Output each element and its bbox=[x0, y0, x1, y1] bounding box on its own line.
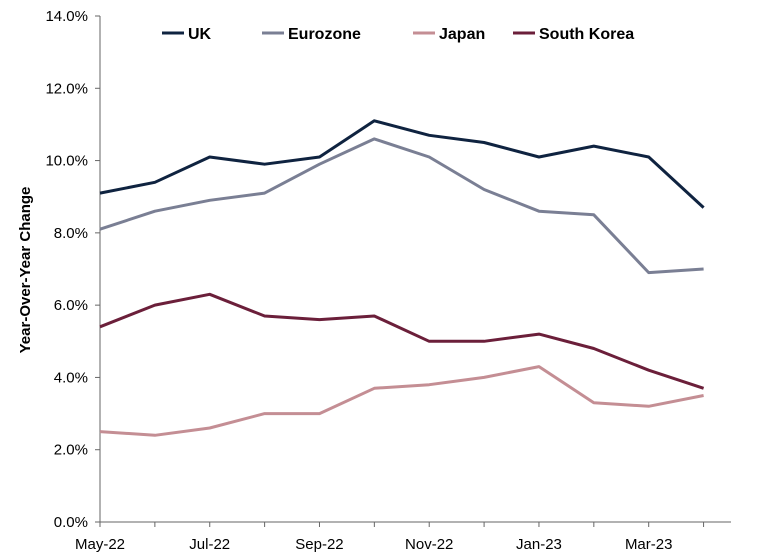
y-axis-title-group: Year-Over-Year Change bbox=[17, 187, 34, 354]
legend-label-eurozone: Eurozone bbox=[288, 26, 361, 43]
y-tick-label: 6.0% bbox=[54, 297, 88, 314]
y-axis-title: Year-Over-Year Change bbox=[17, 187, 34, 354]
x-tick-label: May-22 bbox=[75, 536, 125, 553]
legend-label-south-korea: South Korea bbox=[539, 26, 634, 43]
y-tick-label: 14.0% bbox=[45, 8, 88, 25]
y-tick-label: 10.0% bbox=[45, 153, 88, 170]
y-tick-label: 8.0% bbox=[54, 225, 88, 242]
legend: UK Eurozone Japan South Korea bbox=[162, 26, 634, 43]
series-line-japan bbox=[99, 365, 704, 437]
series-line-eurozone bbox=[99, 137, 704, 275]
x-tick-label: Sep-22 bbox=[295, 536, 343, 553]
x-tick-label: Jan-23 bbox=[516, 536, 562, 553]
series-line-south-korea bbox=[99, 292, 705, 390]
x-tick-label: Jul-22 bbox=[189, 536, 230, 553]
series-line-uk bbox=[99, 119, 705, 209]
axes: 0.0% 2.0% 4.0% 6.0% 8.0% 10.0% 12.0% 14.0% May-2… bbox=[45, 8, 731, 553]
y-tick-label: 0.0% bbox=[54, 514, 88, 531]
x-tick-label: Mar-23 bbox=[625, 536, 673, 553]
legend-label-uk: UK bbox=[188, 26, 212, 43]
y-tick-label: 4.0% bbox=[54, 369, 88, 386]
y-tick-label: 2.0% bbox=[54, 442, 88, 459]
series-lines bbox=[99, 119, 705, 437]
legend-label-japan: Japan bbox=[439, 26, 485, 43]
y-tick-label: 12.0% bbox=[45, 80, 88, 97]
x-tick-label: Nov-22 bbox=[405, 536, 453, 553]
